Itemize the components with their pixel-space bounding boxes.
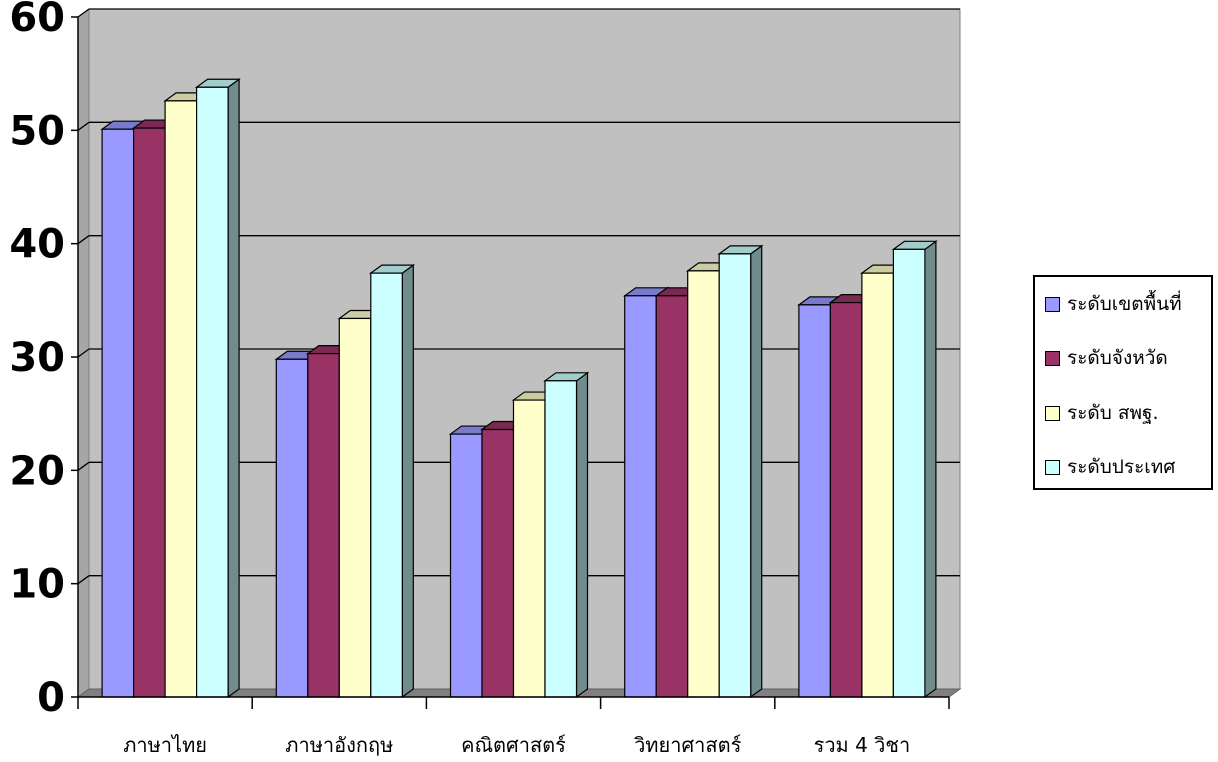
legend-item: ระดับเขตพื้นที่ [1045, 289, 1182, 319]
bar-front [861, 272, 895, 698]
legend-item: ระดับประเทศ [1045, 452, 1175, 482]
bar-side [924, 240, 937, 699]
y-tick-label: 10 [9, 562, 65, 608]
legend-label: ระดับเขตพื้นที่ [1067, 293, 1182, 315]
bar-front [307, 353, 340, 698]
bar-front [655, 295, 689, 698]
x-tick-label: วิทยาศาสตร์ [634, 733, 741, 757]
bar-front [481, 428, 515, 698]
bar [368, 263, 416, 699]
legend-swatch [1045, 405, 1060, 421]
y-tick-label: 60 [9, 0, 65, 41]
legend: ระดับเขตพื้นที่ ระดับจังหวัด ระดับ สพฐ. … [1033, 275, 1213, 490]
bar-front [512, 399, 546, 698]
bar-front [164, 100, 198, 698]
bar-front [892, 248, 926, 698]
legend-swatch [1045, 350, 1060, 366]
y-tick-label: 20 [9, 448, 65, 494]
legend-swatch [1045, 459, 1060, 475]
bar [194, 78, 241, 699]
legend-label: ระดับ สพฐ. [1067, 402, 1159, 424]
legend-item: ระดับ สพฐ. [1045, 398, 1159, 428]
y-tick-label: 30 [9, 335, 65, 381]
bar-side [575, 371, 589, 699]
bar-front [133, 127, 166, 698]
legend-label: ระดับจังหวัด [1067, 347, 1168, 369]
bar-front [338, 317, 372, 698]
legend-item: ระดับจังหวัด [1045, 343, 1168, 373]
bar-front [687, 270, 720, 698]
bar-front [101, 128, 135, 698]
gridline [77, 8, 90, 18]
x-tick-label: ภาษาอังกฤษ [285, 733, 393, 757]
y-tick-label: 0 [37, 675, 65, 721]
gridline [77, 461, 90, 471]
bars [100, 78, 938, 699]
legend-label: ระดับประเทศ [1067, 456, 1176, 478]
bar-front [798, 304, 832, 698]
bar-front [829, 302, 863, 698]
bar [891, 240, 938, 699]
bar-side [401, 263, 414, 699]
bar-front [449, 433, 483, 698]
bar-front [544, 380, 578, 698]
bar-front [196, 86, 229, 698]
gridline [77, 575, 90, 585]
gridline [77, 121, 90, 131]
bar-front [370, 272, 403, 698]
y-tick-label: 40 [9, 222, 65, 268]
legend-swatch [1045, 296, 1060, 312]
axis-labels: 0 10 20 30 40 50 60 ภาษาไทย ภาษาอังกฤษ คณิตศาสตร์… [9, 0, 910, 757]
x-tick-label: ภาษาไทย [123, 733, 207, 757]
bar [543, 371, 590, 699]
gridline [77, 348, 90, 358]
x-tick-label: คณิตศาสตร์ [461, 733, 566, 757]
gridline [77, 235, 90, 245]
x-tick-label: รวม 4 วิชา [814, 733, 911, 757]
bar-side [750, 244, 763, 699]
y-tick-label: 50 [9, 108, 65, 154]
axes [71, 16, 950, 709]
bar-front [624, 295, 657, 698]
bar-front [275, 358, 309, 698]
bar-front [718, 253, 752, 698]
bar [717, 244, 764, 699]
bar-side [227, 78, 240, 699]
